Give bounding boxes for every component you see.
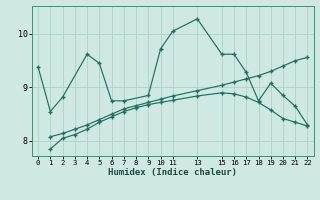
- X-axis label: Humidex (Indice chaleur): Humidex (Indice chaleur): [108, 168, 237, 177]
